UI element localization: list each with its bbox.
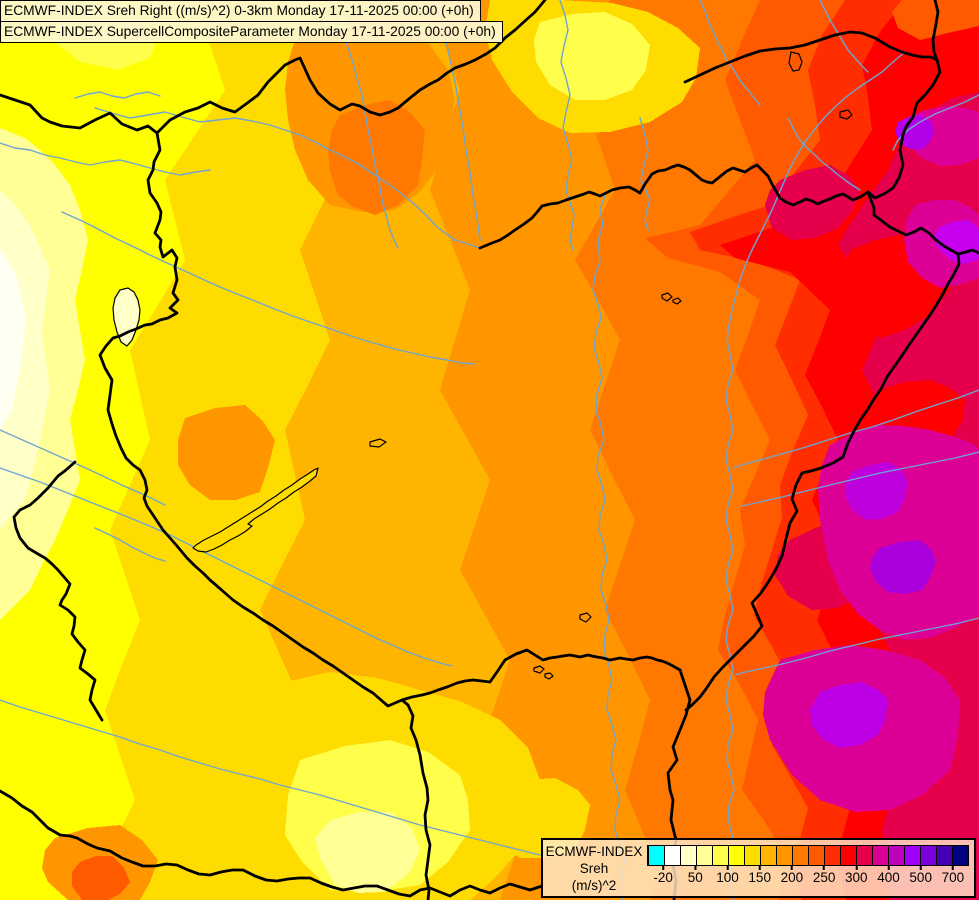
- legend-swatch: [792, 846, 808, 865]
- river-maros: [734, 617, 979, 676]
- legend-tick: 250: [812, 866, 836, 885]
- legend-tick: 700: [941, 866, 965, 885]
- map-title-line2: ECMWF-INDEX SupercellCompositeParameter …: [0, 21, 503, 43]
- border-hungary-north: [478, 163, 870, 250]
- river-tisza: [725, 51, 906, 900]
- legend-swatch: [760, 846, 776, 865]
- legend-title: ECMWF-INDEX: [545, 844, 643, 859]
- legend-swatch: [888, 846, 904, 865]
- legend-swatch: [712, 846, 728, 865]
- legend-tick: 500: [909, 866, 932, 885]
- legend-tick: 50: [688, 866, 703, 885]
- legend-swatch: [648, 846, 664, 865]
- legend-colorbar: [647, 845, 969, 866]
- map-titles: ECMWF-INDEX Sreh Right ((m/s)^2) 0-3km M…: [0, 0, 503, 43]
- legend-tick-label: 700: [941, 870, 965, 885]
- legend-swatch: [776, 846, 792, 865]
- legend-swatch: [920, 846, 936, 865]
- legend-swatch: [872, 846, 888, 865]
- border-drava: [145, 504, 432, 900]
- legend-swatch: [824, 846, 840, 865]
- legend-tick-mark: [951, 866, 954, 870]
- legend-tick-label: 400: [877, 870, 900, 885]
- river-drava: [0, 467, 453, 667]
- legend-tick-mark: [823, 866, 826, 870]
- legend-swatch: [744, 846, 760, 865]
- legend-tick-label: -20: [653, 870, 673, 885]
- legend-tick-mark: [662, 866, 665, 870]
- legend-tick-mark: [887, 866, 890, 870]
- legend-swatch: [664, 846, 680, 865]
- legend-tick-mark: [758, 866, 761, 870]
- legend-text: ECMWF-INDEX Sreh (m/s)^2: [543, 840, 645, 896]
- legend-swatch: [904, 846, 920, 865]
- legend-tick-mark: [726, 866, 729, 870]
- legend-tick-mark: [694, 866, 697, 870]
- legend-tick-label: 150: [748, 870, 771, 885]
- border-sava: [58, 833, 544, 898]
- border-hungary-south: [400, 648, 682, 702]
- legend-tick-mark: [855, 866, 858, 870]
- legend: ECMWF-INDEX Sreh (m/s)^2 -20 50 100: [541, 838, 976, 898]
- legend-tick: -20: [653, 866, 673, 885]
- river-raba: [61, 211, 475, 365]
- legend-swatch: [936, 846, 952, 865]
- river-danube-upper: [94, 107, 481, 249]
- river-danube-south: [592, 194, 626, 900]
- border-slovakia-ukraine: [683, 30, 942, 200]
- legend-tick: 400: [877, 866, 900, 885]
- river-sava: [0, 699, 541, 856]
- legend-swatch: [696, 846, 712, 865]
- legend-swatch: [808, 846, 824, 865]
- legend-tick-label: 300: [845, 870, 868, 885]
- border-austria-hungary: [98, 131, 180, 508]
- legend-tick-label: 200: [780, 870, 804, 885]
- legend-swatch: [856, 846, 872, 865]
- legend-swatch: [952, 846, 968, 865]
- legend-tick: 150: [748, 866, 771, 885]
- lake-balaton: [192, 467, 319, 553]
- legend-tick-label: 500: [909, 870, 932, 885]
- legend-tick-label: 50: [687, 870, 703, 885]
- legend-tick-label: 250: [812, 870, 836, 885]
- legend-units: (m/s)^2: [571, 878, 617, 893]
- border-slovenia: [12, 460, 104, 722]
- legend-tick: 200: [780, 866, 804, 885]
- legend-swatch: [728, 846, 744, 865]
- map-title-line1: ECMWF-INDEX Sreh Right ((m/s)^2) 0-3km M…: [0, 0, 481, 22]
- legend-swatch: [840, 846, 856, 865]
- legend-tick-mark: [919, 866, 922, 870]
- legend-tick: 300: [845, 866, 868, 885]
- legend-tick-row: -20 50 100 150 200 2: [647, 866, 969, 896]
- legend-parameter: Sreh: [579, 861, 609, 876]
- legend-tick: 100: [716, 866, 739, 885]
- legend-scale: -20 50 100 150 200 2: [645, 840, 974, 896]
- legend-swatch: [680, 846, 696, 865]
- legend-tick-mark: [790, 866, 793, 870]
- legend-tick-label: 100: [716, 870, 739, 885]
